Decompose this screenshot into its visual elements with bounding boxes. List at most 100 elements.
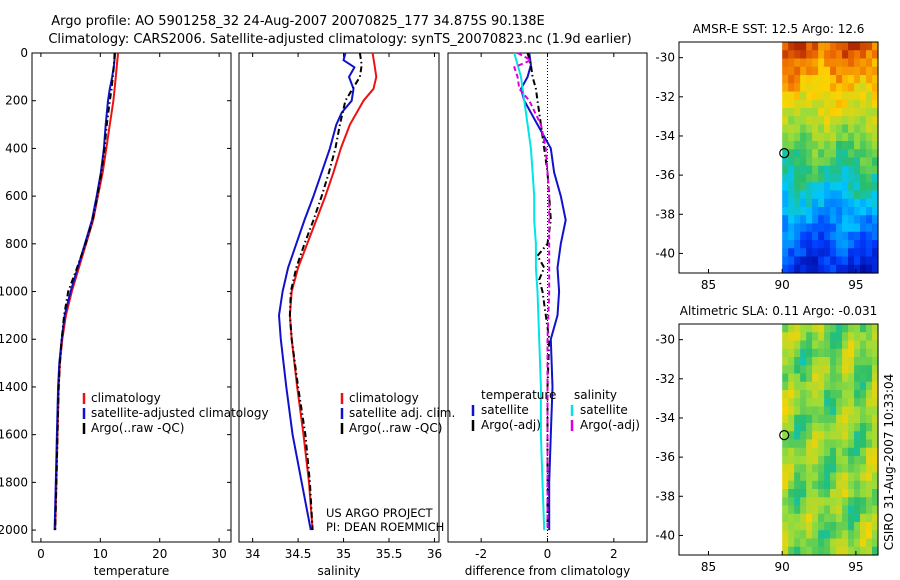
sla-map-cell <box>854 522 861 531</box>
sla-map-cell <box>794 340 801 350</box>
sla-map-cell <box>806 406 813 416</box>
sla-map-cell <box>866 538 873 548</box>
sst-map-cell <box>872 215 879 225</box>
sla-map-cell <box>800 431 807 441</box>
sst-map-cell <box>800 223 807 233</box>
sst-map-cell <box>788 141 795 150</box>
sla-map-cell <box>806 373 813 383</box>
sst-map-cell <box>854 149 861 159</box>
sla-map-cell <box>842 406 849 416</box>
sst-map-cell <box>824 182 831 192</box>
sla-map-cell <box>842 505 849 515</box>
sst-map-xtick-label: 85 <box>701 278 716 292</box>
sst-map-cell <box>854 157 861 167</box>
sst-map-cell <box>800 174 807 183</box>
difference-xtick-label: 2 <box>610 547 618 561</box>
sla-map-cell <box>818 365 825 375</box>
sst-map-cell <box>818 108 825 117</box>
sla-map-cell <box>830 373 837 383</box>
sla-map-cell <box>848 505 855 515</box>
sla-map-cell <box>782 340 789 350</box>
sla-map-cell <box>836 546 843 556</box>
sla-map-cell <box>806 538 813 548</box>
sla-map-cell <box>818 538 825 548</box>
sst-map-cell <box>872 132 879 142</box>
sla-map-cell <box>812 373 819 383</box>
sla-map-cell <box>842 464 849 474</box>
sst-map-cell <box>860 42 867 51</box>
sst-map-cell <box>824 174 831 183</box>
sst-map-cell <box>824 124 831 134</box>
sst-map-cell <box>788 182 795 192</box>
sla-map-cell <box>788 456 795 465</box>
sst-map-cell <box>866 207 873 216</box>
sst-map-cell <box>818 83 825 93</box>
sst-map-cell <box>836 190 843 200</box>
sst-map-cell <box>788 157 795 167</box>
sst-map-cell <box>860 157 867 167</box>
sst-map-cell <box>848 42 855 51</box>
sst-map-xtick-label: 90 <box>775 278 790 292</box>
sst-map-cell <box>842 223 849 233</box>
sst-map-cell <box>842 50 849 60</box>
difference-legend-label-argo_salinity: Argo(-adj) <box>580 418 640 432</box>
sla-map-cell <box>848 546 855 556</box>
sla-map-cell <box>812 439 819 449</box>
sst-map-cell <box>812 50 819 60</box>
sst-map-cell <box>794 99 801 109</box>
sst-map-cell <box>800 91 807 101</box>
sla-map-cell <box>818 480 825 490</box>
sst-map-ytick-label: -34 <box>655 129 675 143</box>
sst-map-cell <box>860 182 867 192</box>
sst-map-cell <box>812 157 819 167</box>
sst-map-cell <box>794 108 801 117</box>
sla-map-cell <box>842 522 849 531</box>
sla-map-cell <box>788 332 795 342</box>
sst-map-cell <box>848 124 855 134</box>
sst-map-cell <box>788 83 795 93</box>
sst-map-cell <box>842 75 849 84</box>
sst-map-cell <box>854 108 861 117</box>
sst-map-cell <box>812 207 819 216</box>
sla-map-cell <box>824 464 831 474</box>
sst-map-cell <box>860 264 867 274</box>
difference-panel: -2 0 2 difference from climatology temperatu… <box>447 52 648 578</box>
sla-map-cell <box>842 456 849 465</box>
sst-map-cell <box>818 256 825 266</box>
sst-map-cell <box>818 198 825 208</box>
sla-map-cell <box>824 406 831 416</box>
sla-map-cell <box>788 497 795 507</box>
sst-map-ytick-label: -36 <box>655 168 675 182</box>
sst-map-cell <box>800 116 807 126</box>
sst-map-cell <box>866 231 873 241</box>
sla-map-cell <box>866 340 873 350</box>
sst-map-cell <box>860 174 867 183</box>
sla-map-cell <box>812 546 819 556</box>
sst-map-cell <box>782 149 789 159</box>
sla-map-cell <box>836 381 843 391</box>
sla-map-cell <box>794 431 801 441</box>
sla-map-cell <box>836 431 843 441</box>
sla-map-cell <box>848 414 855 424</box>
sst-map-cell <box>830 207 837 216</box>
sla-map-cell <box>794 522 801 531</box>
sla-map-cell <box>788 538 795 548</box>
sla-map-cell <box>800 546 807 556</box>
sst-map-cell <box>800 190 807 200</box>
sla-map-cell <box>866 513 873 523</box>
sla-map-cell <box>818 439 825 449</box>
sst-map-cell <box>836 198 843 208</box>
sst-map-cell <box>854 99 861 109</box>
sla-map-cell <box>818 390 825 399</box>
sla-map-cell <box>782 332 789 342</box>
sst-map-cell <box>854 182 861 192</box>
temperature-xlabel: temperature <box>94 564 169 578</box>
sla-map-cell <box>806 489 813 498</box>
sla-map-cell <box>836 505 843 515</box>
sla-map-ytick-label: -30 <box>655 333 675 347</box>
difference-xtick-label: 0 <box>544 547 552 561</box>
sst-map-cell <box>812 248 819 258</box>
sst-map-cell <box>848 223 855 233</box>
sla-map-cell <box>818 324 825 333</box>
sst-map-cell <box>806 124 813 134</box>
